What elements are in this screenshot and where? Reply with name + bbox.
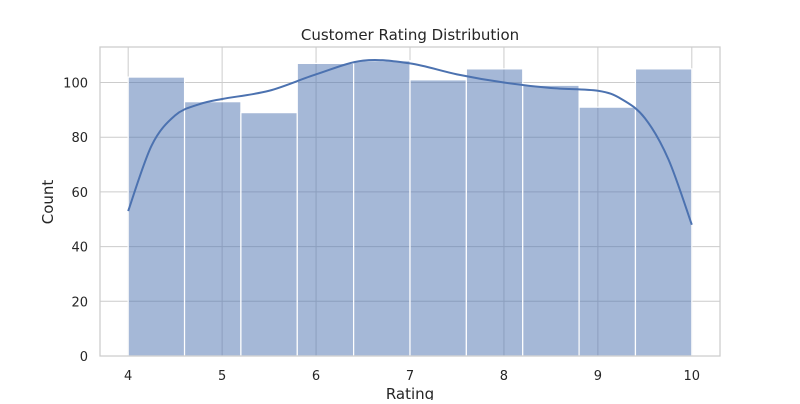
- y-axis-label: Count: [39, 180, 57, 225]
- histogram-bar: [578, 106, 637, 357]
- x-tick-label: 10: [684, 369, 701, 384]
- x-tick-labels: 4 5 6 7 8 9 10: [124, 369, 700, 384]
- histogram-bar: [240, 112, 298, 357]
- x-tick-label: 7: [406, 369, 414, 384]
- y-tick-labels: 0 20 40 60 80 100: [63, 77, 88, 365]
- y-tick-label: 100: [63, 77, 88, 92]
- bars: [127, 60, 693, 357]
- histogram-bar: [522, 84, 580, 357]
- histogram-bar: [353, 60, 411, 357]
- y-tick-label: 80: [71, 131, 88, 146]
- x-tick-label: 4: [124, 369, 132, 384]
- histogram-bar: [634, 68, 693, 357]
- histogram-bar: [409, 79, 467, 357]
- histogram-bar: [465, 68, 524, 357]
- x-tick-label: 6: [312, 369, 320, 384]
- chart-title: Customer Rating Distribution: [301, 26, 519, 44]
- plot-frame: [99, 46, 721, 357]
- x-tick-label: 9: [594, 369, 602, 384]
- x-tick-label: 5: [218, 369, 226, 384]
- y-tick-label: 20: [71, 295, 88, 310]
- x-tick-label: 8: [500, 369, 508, 384]
- histogram-bar: [127, 76, 186, 357]
- y-tick-label: 40: [71, 241, 88, 256]
- kde-curve: [127, 59, 693, 226]
- y-tick-label: 0: [80, 350, 88, 365]
- histogram-bar: [296, 62, 355, 357]
- x-axis-label: Rating: [386, 385, 434, 400]
- y-tick-label: 60: [71, 186, 88, 201]
- histogram-bar: [183, 101, 242, 357]
